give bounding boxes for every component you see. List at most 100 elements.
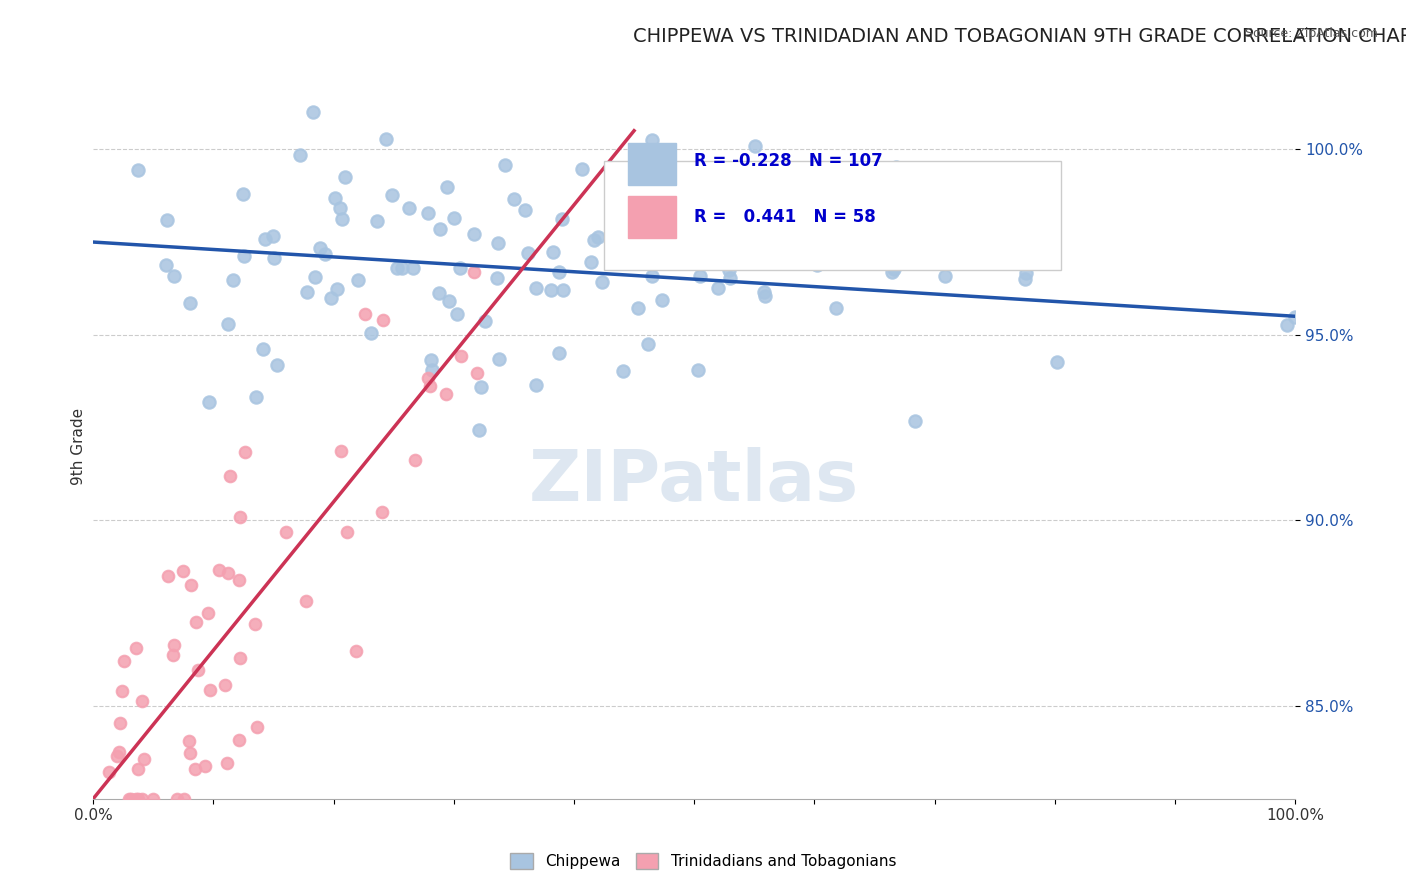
- Point: [111, 684, 134, 698]
- Point: [583, 234, 606, 248]
- Point: [385, 260, 408, 275]
- Point: [416, 206, 439, 220]
- Point: [246, 720, 269, 734]
- Point: [323, 191, 346, 205]
- Point: [470, 380, 492, 394]
- Point: [233, 445, 256, 459]
- Y-axis label: 9th Grade: 9th Grade: [72, 408, 86, 484]
- Point: [163, 639, 186, 653]
- Point: [263, 251, 285, 265]
- Point: [127, 162, 149, 177]
- Point: [344, 643, 367, 657]
- Point: [437, 294, 460, 309]
- Point: [718, 270, 741, 285]
- Point: [443, 211, 465, 225]
- Point: [700, 184, 723, 198]
- Point: [218, 468, 240, 483]
- Point: [883, 204, 905, 219]
- Point: [125, 791, 148, 805]
- Point: [105, 749, 128, 764]
- Point: [418, 370, 440, 384]
- Point: [884, 161, 907, 175]
- Point: [402, 260, 425, 275]
- Point: [398, 202, 420, 216]
- Point: [434, 387, 457, 401]
- Point: [262, 228, 284, 243]
- Point: [517, 245, 540, 260]
- Point: [228, 732, 250, 747]
- Point: [637, 337, 659, 351]
- Point: [198, 394, 221, 409]
- Point: [463, 265, 485, 279]
- Point: [903, 413, 925, 427]
- Point: [330, 212, 353, 227]
- Point: [485, 270, 508, 285]
- Point: [132, 752, 155, 766]
- Point: [179, 746, 201, 760]
- Point: [704, 202, 727, 217]
- Point: [228, 573, 250, 587]
- Point: [707, 281, 730, 295]
- Point: [612, 363, 634, 377]
- Point: [217, 317, 239, 331]
- Point: [880, 265, 903, 279]
- Point: [162, 648, 184, 662]
- Point: [330, 444, 353, 458]
- Point: [217, 566, 239, 580]
- Point: [297, 285, 319, 299]
- Point: [404, 453, 426, 467]
- Point: [654, 202, 676, 216]
- Bar: [628, 143, 676, 186]
- Point: [657, 251, 679, 265]
- Point: [354, 307, 377, 321]
- Point: [166, 791, 188, 805]
- Point: [108, 745, 131, 759]
- Point: [503, 192, 526, 206]
- Point: [1046, 355, 1069, 369]
- Point: [1275, 318, 1298, 332]
- Point: [127, 762, 149, 776]
- Point: [184, 615, 207, 630]
- Point: [689, 268, 711, 283]
- Point: [229, 651, 252, 665]
- Point: [744, 138, 766, 153]
- Point: [419, 378, 441, 392]
- Point: [806, 258, 828, 272]
- Point: [295, 594, 318, 608]
- Point: [373, 313, 395, 327]
- Point: [571, 161, 593, 176]
- Point: [288, 148, 311, 162]
- Point: [302, 105, 325, 120]
- Point: [427, 286, 450, 301]
- Point: [108, 715, 131, 730]
- Point: [641, 133, 664, 147]
- Point: [550, 211, 572, 226]
- Point: [381, 188, 404, 202]
- Point: [172, 564, 194, 578]
- Point: [245, 617, 267, 632]
- Point: [391, 261, 413, 276]
- Point: [371, 505, 394, 519]
- Point: [254, 232, 277, 246]
- Point: [547, 265, 569, 279]
- Point: [335, 170, 357, 185]
- Point: [309, 241, 332, 255]
- Point: [214, 678, 236, 692]
- Point: [1014, 271, 1036, 285]
- Point: [347, 273, 370, 287]
- Point: [304, 269, 326, 284]
- Point: [842, 183, 865, 197]
- Point: [586, 230, 609, 244]
- Point: [718, 263, 741, 277]
- Point: [374, 132, 396, 146]
- Point: [450, 349, 472, 363]
- Legend: Chippewa, Trinidadians and Tobagonians: Chippewa, Trinidadians and Tobagonians: [503, 847, 903, 875]
- Point: [156, 212, 179, 227]
- Point: [463, 227, 485, 241]
- Point: [465, 367, 488, 381]
- Point: [524, 378, 547, 392]
- Point: [184, 762, 207, 776]
- Point: [314, 246, 336, 260]
- Point: [198, 682, 221, 697]
- Point: [515, 203, 537, 218]
